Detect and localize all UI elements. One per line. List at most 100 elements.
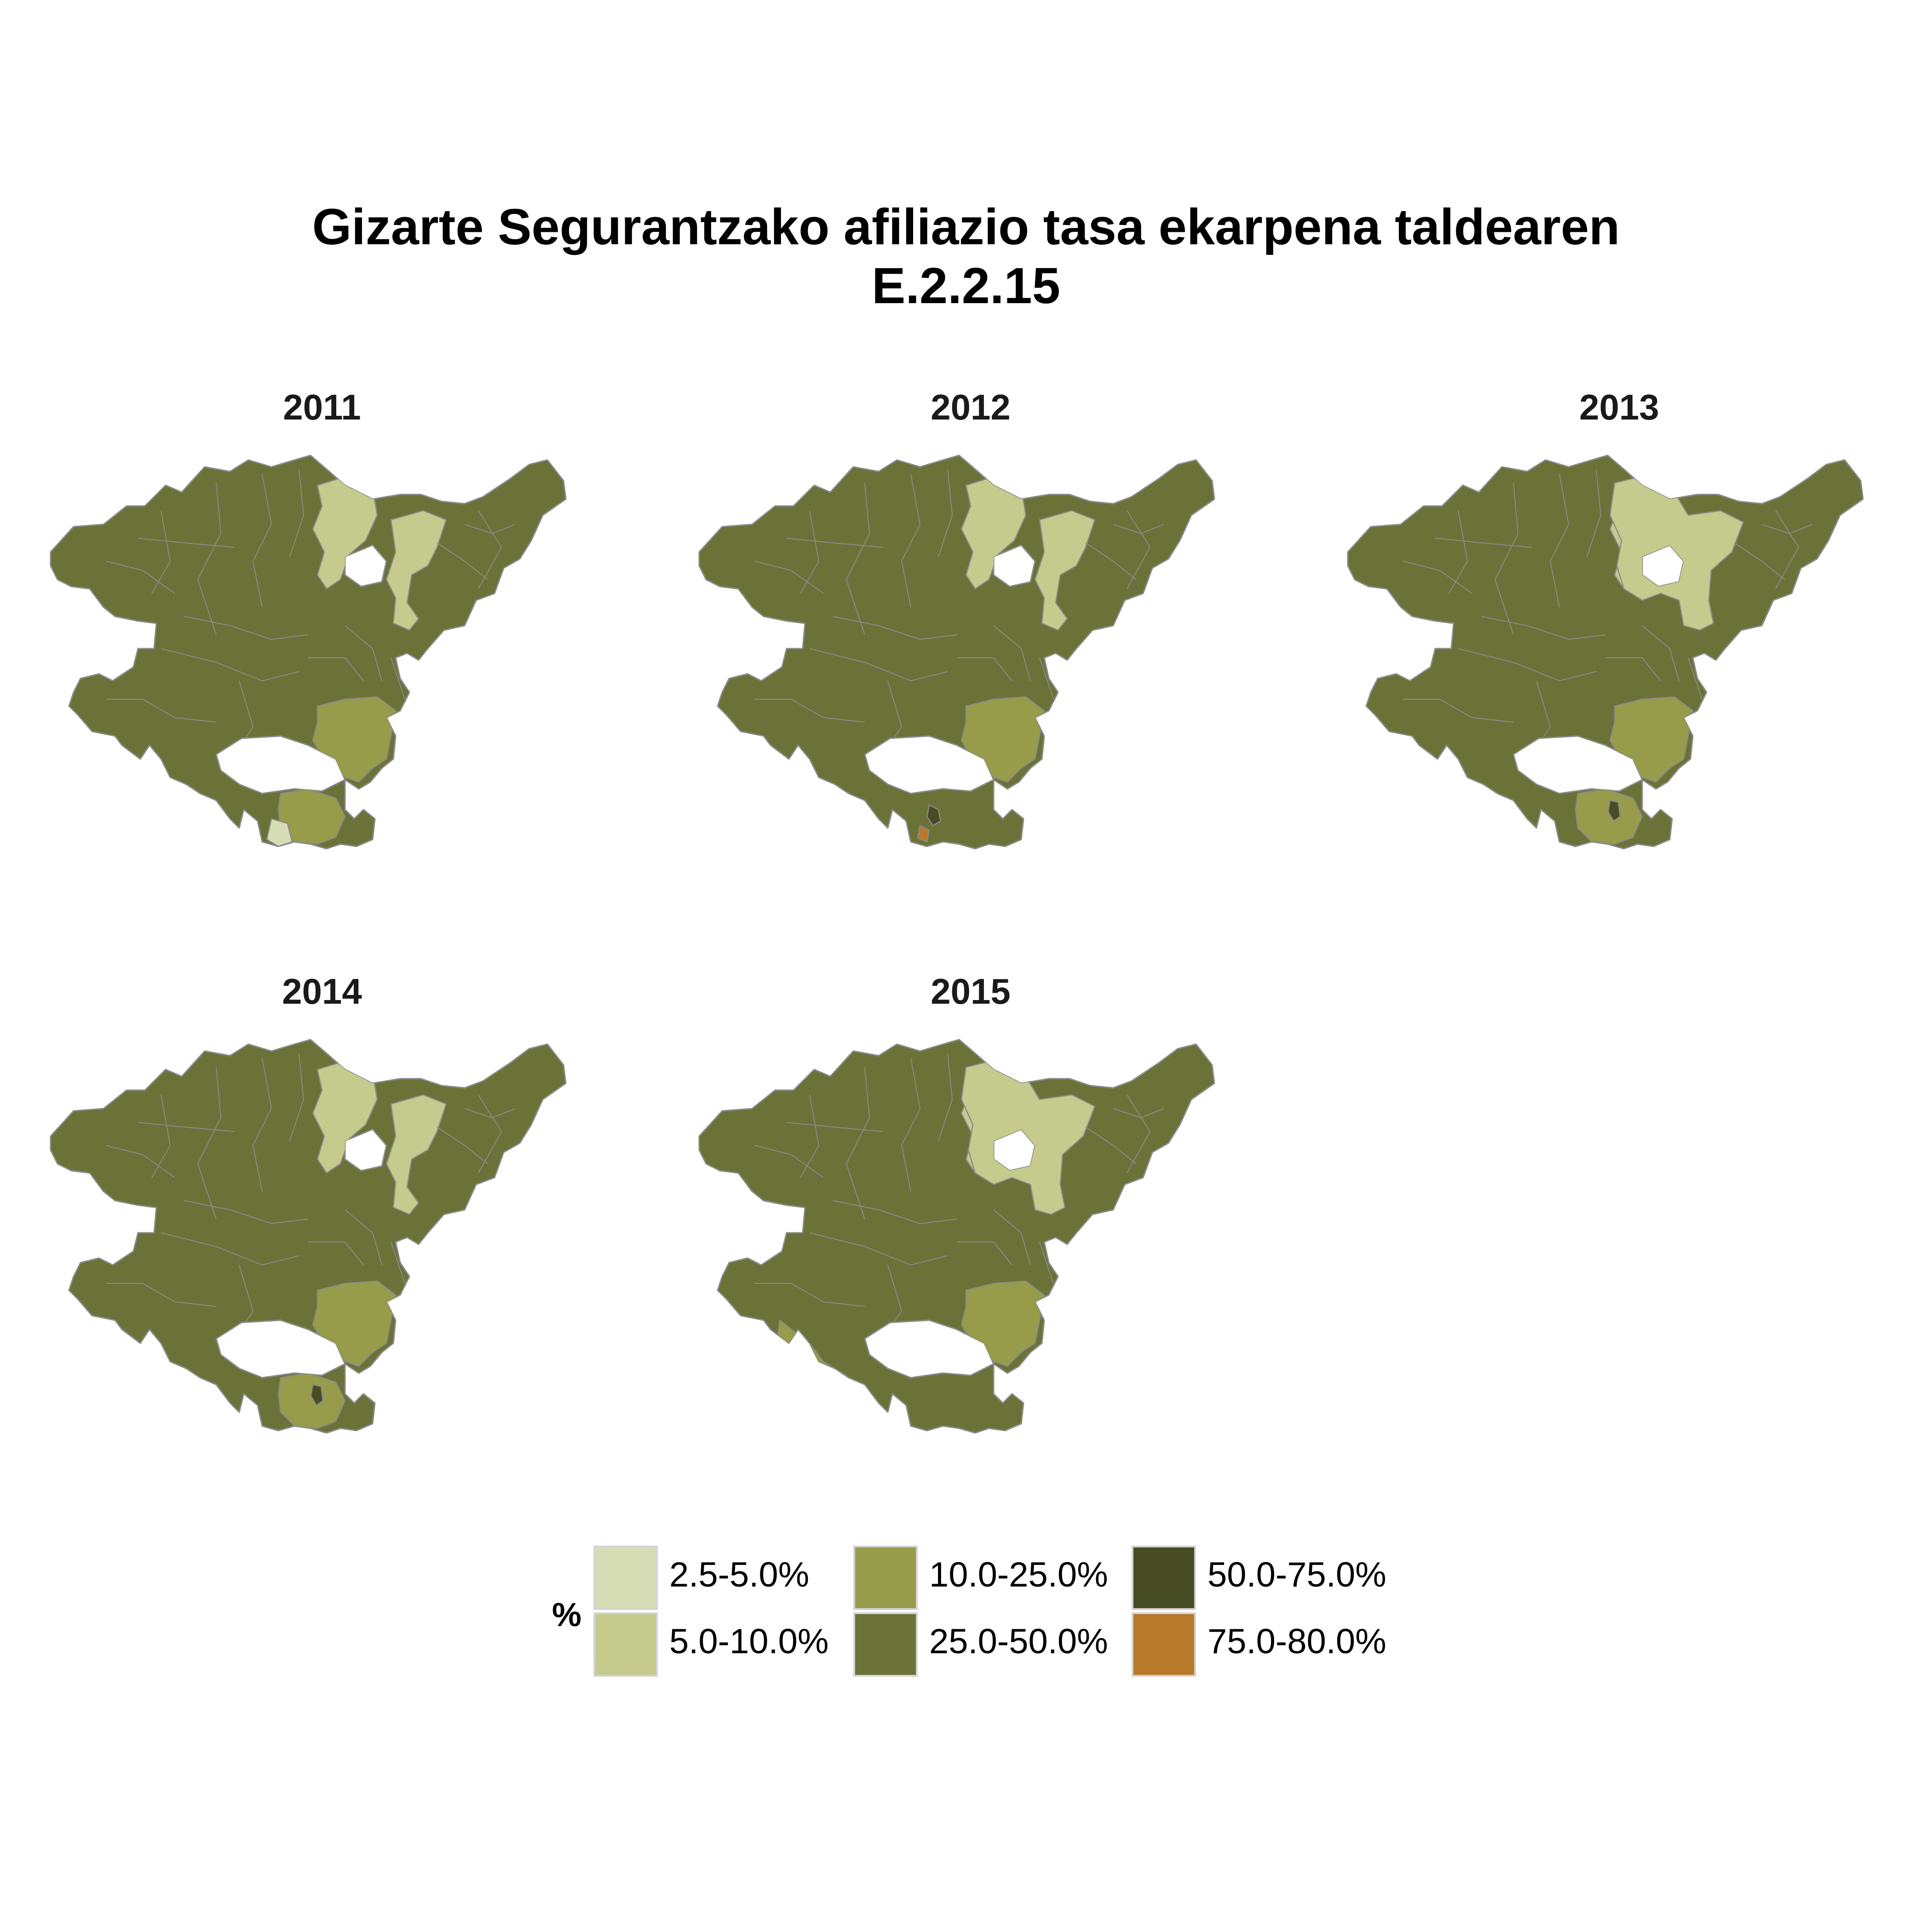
municipality-border — [308, 1242, 364, 1265]
municipality-border — [252, 473, 272, 608]
municipality-border — [464, 1108, 516, 1119]
municipality-border — [786, 1122, 884, 1132]
municipality-border — [754, 1283, 865, 1307]
municipality-border — [993, 1209, 1031, 1265]
panel-year-label: 2014 — [282, 971, 362, 1012]
panel-year-label: 2013 — [1579, 387, 1659, 427]
map-panel-2011: 2011 — [23, 386, 621, 892]
municipality-border — [1587, 469, 1602, 557]
municipality-border — [391, 657, 405, 700]
map-region — [385, 1094, 447, 1215]
municipality-border — [106, 699, 217, 723]
map-region — [960, 1057, 1096, 1215]
municipality-border — [901, 473, 921, 608]
municipality-border — [252, 1058, 272, 1192]
municipality-border — [161, 1232, 299, 1266]
municipality-border — [478, 510, 502, 589]
legend: % 2.5-5.0% 5.0-10.0% 10.0-25.0% 25.0-50.… — [538, 1546, 1412, 1697]
municipality-border — [1775, 510, 1800, 589]
municipality-border — [1039, 1242, 1054, 1284]
map-region — [960, 696, 1045, 783]
choropleth-map — [50, 454, 567, 850]
map-region — [1575, 788, 1643, 845]
map-region — [1607, 799, 1621, 822]
map-region — [385, 510, 447, 631]
municipality-border — [938, 469, 953, 557]
municipality-border — [345, 625, 382, 681]
municipality-border — [809, 648, 948, 682]
municipality-border — [1403, 561, 1472, 594]
title-line-2: E.2.2.15 — [872, 258, 1060, 314]
municipality-border — [957, 1242, 1012, 1265]
municipality-border — [1458, 648, 1597, 682]
choropleth-map — [1347, 454, 1864, 850]
legend-swatch — [853, 1546, 918, 1610]
municipality-border — [1734, 542, 1785, 580]
municipality-border — [184, 616, 309, 640]
legend-label: 50.0-75.0% — [1208, 1555, 1386, 1594]
municipality-border — [151, 510, 171, 594]
municipality-border — [1085, 542, 1137, 580]
municipality-border — [1605, 657, 1661, 681]
municipality-border — [786, 538, 884, 548]
municipality-border — [1039, 657, 1054, 700]
municipality-border — [197, 483, 222, 635]
legend-swatch — [593, 1612, 658, 1677]
municipality-border — [832, 1200, 957, 1225]
municipality-border — [184, 1200, 309, 1225]
municipality-border — [845, 1067, 870, 1219]
map-region — [1609, 473, 1744, 631]
chart-title: Gizarte Segurantzako afiliazio tasa ekar… — [0, 198, 1932, 316]
map-base-region — [698, 1039, 1215, 1434]
map-base-region — [1347, 454, 1864, 850]
municipality-border — [1113, 524, 1164, 535]
municipality-border — [1127, 510, 1151, 589]
municipality-border — [478, 1094, 502, 1173]
map-region — [960, 1280, 1045, 1367]
municipality-border — [437, 1127, 488, 1164]
municipality-border — [1113, 1108, 1164, 1119]
map-region — [310, 1384, 324, 1406]
municipality-border — [1642, 625, 1679, 681]
panel-year-label: 2015 — [931, 971, 1011, 1012]
municipality-border — [138, 538, 235, 548]
municipality-border — [800, 510, 820, 594]
municipality-border — [1481, 616, 1606, 640]
legend-swatch — [1132, 1612, 1196, 1677]
map-region — [277, 1372, 346, 1429]
municipality-border — [151, 1094, 171, 1178]
municipality-border — [464, 524, 516, 535]
municipality-border — [1127, 1094, 1151, 1173]
municipality-border — [754, 699, 865, 723]
map-region — [312, 696, 397, 783]
municipality-border — [845, 483, 870, 635]
legend-swatch — [593, 1546, 658, 1610]
municipality-border — [809, 1232, 948, 1266]
municipality-border — [1688, 657, 1702, 700]
legend-label: 75.0-80.0% — [1208, 1622, 1386, 1661]
municipality-border — [1403, 699, 1514, 723]
municipality-border — [345, 1209, 382, 1265]
municipality-border — [138, 1122, 235, 1132]
legend-title: % — [552, 1597, 582, 1633]
municipality-border — [901, 1058, 921, 1192]
municipality-border — [437, 542, 488, 580]
municipality-border — [197, 1067, 222, 1219]
municipality-border — [289, 469, 305, 557]
map-region — [277, 788, 346, 845]
map-base-region — [698, 454, 1215, 850]
municipality-border — [1449, 510, 1468, 594]
municipality-border — [957, 657, 1012, 681]
map-panel-2015: 2015 — [672, 971, 1270, 1477]
legend-label: 25.0-50.0% — [929, 1622, 1108, 1661]
map-region — [1034, 510, 1096, 631]
municipality-border — [993, 625, 1031, 681]
municipality-border — [308, 657, 364, 681]
municipality-border — [1549, 473, 1570, 608]
municipality-border — [1494, 483, 1519, 635]
panel-year-label: 2011 — [283, 387, 361, 427]
municipality-border — [391, 1242, 405, 1284]
municipality-border — [1761, 524, 1813, 535]
legend-swatch — [1132, 1546, 1196, 1610]
title-line-1: Gizarte Segurantzako afiliazio tasa ekar… — [312, 199, 1620, 255]
